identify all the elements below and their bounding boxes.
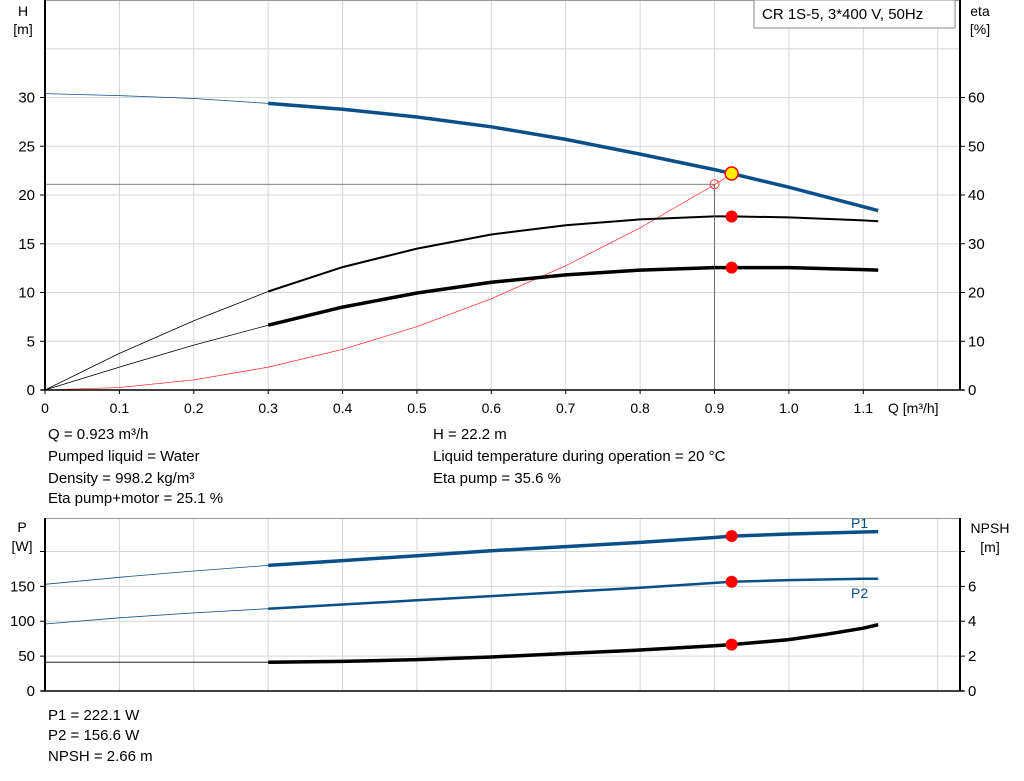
legend-text: CR 1S-5, 3*400 V, 50Hz [762,6,923,23]
head-curve-extrapolated [44,93,269,104]
info-q: Q = 0.923 m³/h [48,426,148,443]
y-right-title-2: [%] [970,21,990,37]
system-curve [44,173,732,391]
info-eta-pump-motor: Eta pump+motor = 25.1 % [48,490,223,507]
npsh-tick-label: 6 [968,578,976,595]
bottom-chart-grid [45,518,960,691]
y-right-tick-label: 60 [968,90,985,107]
p-tick-label: 150 [10,578,35,595]
info-npsh: NPSH = 2.66 m [48,748,153,765]
legend-box [753,0,956,29]
p1-curve [268,529,879,568]
x-tick-label: 1.0 [779,400,799,416]
reference-point [709,179,720,190]
p2-curve [268,577,879,610]
x-tick-label: 0.7 [556,400,576,416]
head-duty-point [724,166,739,181]
head-curve [268,101,879,213]
y-right-tick-label: 30 [968,236,985,253]
npsh-duty-point [725,638,738,651]
info-density: Density = 998.2 kg/m³ [48,470,194,487]
x-tick-label: 0.8 [630,400,650,416]
y-left-title-2: [m] [13,21,32,37]
info-temperature: Liquid temperature during operation = 20… [433,448,726,465]
p-tick-label: 100 [10,613,35,630]
x-tick-label: 0.5 [407,400,427,416]
p2-duty-point [725,575,738,588]
x-tick-label: 0.1 [110,400,130,416]
y-right-tick-label: 50 [968,138,985,155]
p1-curve-extrapolated [44,565,269,585]
npsh-title-2: [m] [980,539,999,555]
p1-series-label: P1 [851,515,868,531]
x-axis-title: Q [m³/h] [888,400,939,416]
npsh-title-1: NPSH [971,520,1010,536]
eta-pump-duty-point [725,210,738,223]
npsh-tick-label: 4 [968,613,976,630]
y-left-tick-label: 0 [27,382,35,399]
info-h: H = 22.2 m [433,426,507,443]
p-tick-label: 0 [27,683,35,700]
p2-curve-extrapolated [44,608,269,625]
y-left-tick-label: 5 [27,333,35,350]
y-left-tick-label: 10 [18,285,35,302]
y-right-tick-label: 40 [968,187,985,204]
eta-pump-curve-extrapolated [44,291,269,391]
npsh-tick-label: 0 [968,683,976,700]
p2-series-label: P2 [851,585,868,601]
x-tick-label: 0.3 [258,400,278,416]
y-left-title-1: H [18,3,28,19]
x-tick-label: 0.4 [333,400,353,416]
p-title-1: P [17,519,26,535]
eta-pump-curve [267,215,879,293]
y-left-tick-label: 20 [18,187,35,204]
info-p1: P1 = 222.1 W [48,707,140,724]
info-liquid: Pumped liquid = Water [48,448,200,465]
eta-pump-motor-duty-point [725,261,738,274]
x-tick-label: 0 [41,400,49,416]
p1-duty-point [725,530,738,543]
y-left-tick-label: 30 [18,90,35,107]
eta-pump-motor-curve-extrapolated [44,324,269,391]
x-tick-label: 0.2 [184,400,204,416]
npsh-curve [268,622,879,664]
eta-pump-motor-curve [267,265,879,327]
y-left-tick-label: 25 [18,138,35,155]
y-right-tick-label: 10 [968,333,985,350]
y-right-title-1: eta [970,3,990,19]
p-title-2: [W] [12,538,33,554]
x-tick-label: 1.1 [854,400,874,416]
y-right-tick-label: 20 [968,285,985,302]
info-p2: P2 = 156.6 W [48,727,140,744]
npsh-tick-label: 2 [968,648,976,665]
x-tick-label: 0.6 [482,400,502,416]
y-right-tick-label: 0 [968,382,976,399]
top-chart-grid [45,0,960,390]
info-eta-pump: Eta pump = 35.6 % [433,470,561,487]
p-tick-label: 50 [18,648,35,665]
x-tick-label: 0.9 [705,400,725,416]
y-left-tick-label: 15 [18,236,35,253]
